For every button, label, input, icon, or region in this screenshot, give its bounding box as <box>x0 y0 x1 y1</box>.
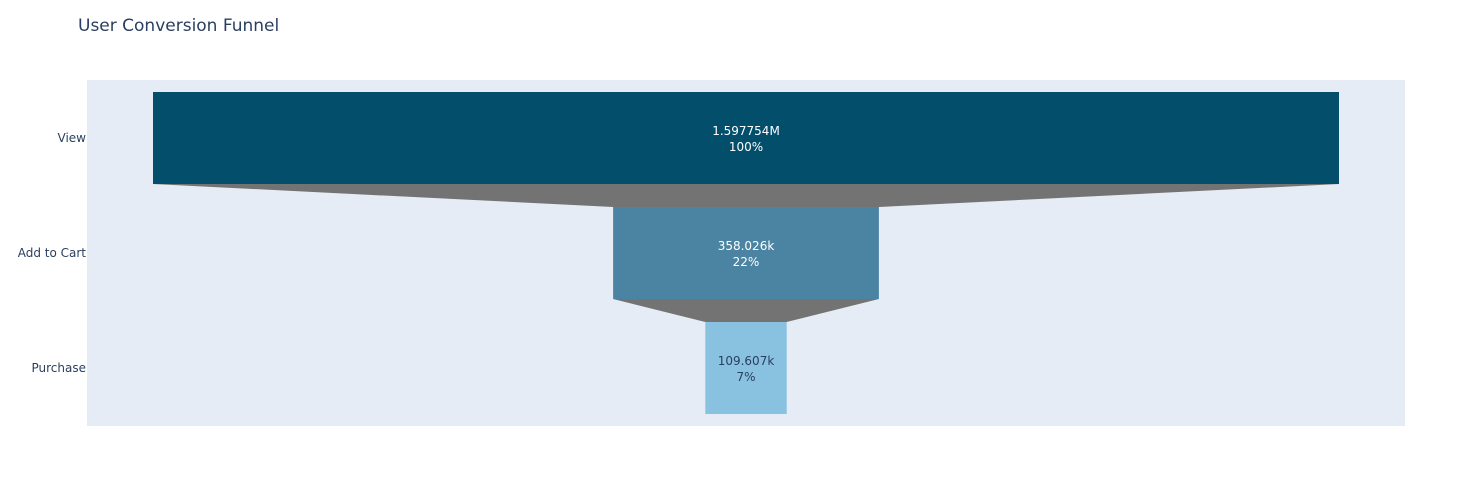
percent-label-0: 100% <box>729 140 763 154</box>
funnel-bar-1[interactable] <box>613 207 879 299</box>
y-tick-label-1: Add to Cart <box>18 246 87 260</box>
percent-label-1: 22% <box>733 255 760 269</box>
y-axis-ticks: View Add to Cart Purchase <box>18 131 87 375</box>
funnel-connector-1 <box>613 299 879 322</box>
funnel-data-labels: 1.597754M 100% 358.026k 22% 109.607k 7% <box>712 124 780 384</box>
funnel-connectors <box>153 184 1339 322</box>
y-tick-label-0: View <box>58 131 87 145</box>
funnel-connector-0 <box>153 184 1339 207</box>
percent-label-2: 7% <box>736 370 755 384</box>
chart-title: User Conversion Funnel <box>78 16 279 36</box>
value-label-2: 109.607k <box>718 354 775 368</box>
funnel-bars <box>153 92 1339 414</box>
value-label-1: 358.026k <box>718 239 775 253</box>
value-label-0: 1.597754M <box>712 124 780 138</box>
y-tick-label-2: Purchase <box>32 361 87 375</box>
funnel-bar-2[interactable] <box>705 322 787 414</box>
funnel-bar-0[interactable] <box>153 92 1339 184</box>
